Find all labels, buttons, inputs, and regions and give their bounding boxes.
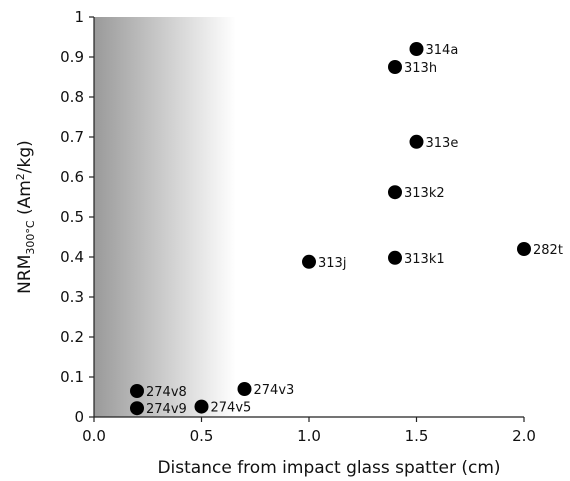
y-tick-label: 0.6: [60, 168, 84, 186]
data-point: [130, 401, 144, 416]
y-axis-title-superscript: 2: [14, 173, 27, 180]
point-labels: 314a 313h 313e 313k2 282t 313k1 313j 274v3 274v8…: [146, 43, 563, 417]
data-point: [237, 382, 252, 396]
point-label: 313h: [404, 61, 437, 76]
x-tick-label: 0.5: [190, 427, 214, 445]
point-label: 313e: [426, 136, 459, 151]
y-tick-label: 1: [74, 8, 84, 26]
y-tick-label: 0.4: [60, 248, 84, 266]
data-point: [194, 399, 209, 414]
x-tick-label: 1.5: [405, 427, 429, 445]
data-point: [409, 134, 424, 149]
shaded-region: [94, 17, 236, 417]
data-point: [388, 185, 402, 200]
x-axis-title: Distance from impact glass spatter (cm): [157, 458, 500, 478]
point-label: 313j: [318, 256, 346, 271]
point-label: 314a: [426, 43, 459, 58]
y-tick-label: 0.1: [60, 368, 84, 386]
y-tick-label: 0.3: [60, 288, 84, 306]
y-tick-label: 0.5: [60, 208, 84, 226]
tick-labels: 0 0.1 0.2 0.3 0.4 0.5 0.6 0.7 0.8 0.9 1 0.0 0.5 1.0 1.…: [60, 8, 536, 445]
y-tick-label: 0.9: [60, 48, 84, 66]
point-label: 274v8: [146, 385, 187, 400]
data-point: [130, 384, 144, 398]
point-label: 274v9: [146, 402, 187, 417]
point-label: 274v5: [211, 401, 252, 416]
point-label: 282t: [533, 243, 563, 258]
point-label: 313k1: [404, 252, 445, 267]
x-tick-label: 0.0: [82, 427, 106, 445]
data-points: [130, 42, 531, 416]
data-point: [302, 254, 316, 269]
y-axis-title-unit-close: /kg): [15, 140, 35, 173]
y-tick-label: 0.7: [60, 128, 84, 146]
y-tick-label: 0.8: [60, 88, 84, 106]
x-tick-label: 2.0: [512, 427, 536, 445]
x-tick-label: 1.0: [297, 427, 321, 445]
point-label: 274v3: [254, 383, 295, 398]
y-tick-label: 0.2: [60, 328, 84, 346]
axes: [89, 16, 525, 422]
data-point: [517, 242, 531, 256]
data-point: [388, 60, 402, 74]
y-tick-label: 0: [74, 408, 84, 426]
data-point: [388, 250, 402, 265]
y-axis-title-subscript: 300°C: [24, 220, 37, 254]
y-axis-title-unit-open: (Am: [15, 180, 35, 220]
y-axis-title-base: NRM: [15, 255, 35, 294]
data-point: [409, 42, 424, 56]
point-label: 313k2: [404, 186, 445, 201]
y-axis-title: NRM300°C (Am2/kg): [14, 140, 37, 294]
